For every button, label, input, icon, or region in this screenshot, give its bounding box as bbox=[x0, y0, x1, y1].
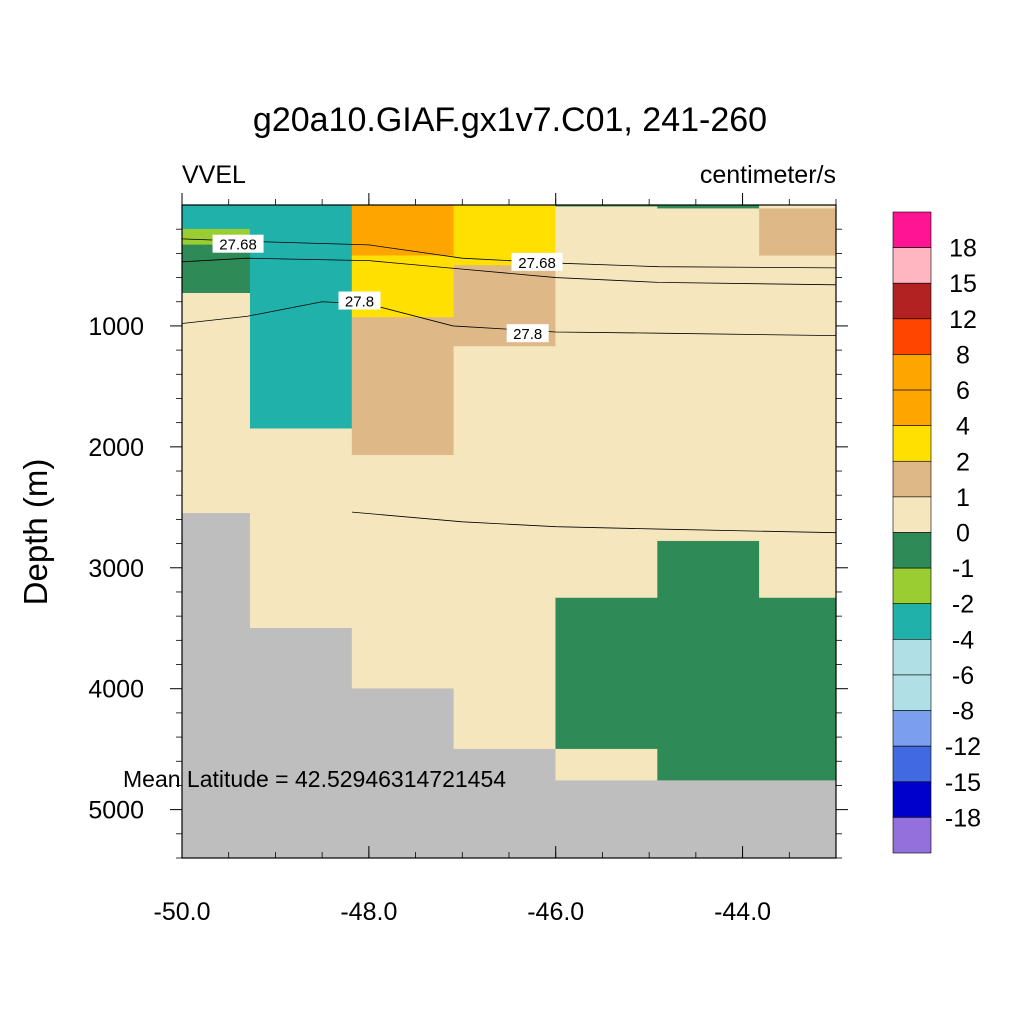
y-axis-title: Depth (m) bbox=[17, 459, 54, 606]
contour-label-text: 27.8 bbox=[513, 326, 542, 343]
y-tick-label: 2000 bbox=[88, 434, 144, 462]
colorbar-label: -15 bbox=[945, 769, 981, 797]
contour-label-box bbox=[338, 291, 381, 310]
velocity-cell bbox=[453, 346, 556, 750]
velocity-cell bbox=[181, 244, 251, 294]
colorbar-label: 1 bbox=[956, 484, 970, 512]
colorbar-swatch bbox=[892, 567, 932, 605]
colorbar-label: -2 bbox=[952, 591, 974, 619]
plot-frame bbox=[181, 204, 837, 859]
colorbar-label: 18 bbox=[949, 235, 977, 263]
colorbar-swatch bbox=[892, 674, 932, 711]
contour-label-box bbox=[212, 234, 264, 253]
velocity-cell bbox=[351, 204, 455, 257]
contour-label-text: 27.68 bbox=[219, 237, 257, 254]
colorbar-swatch bbox=[892, 460, 932, 498]
velocity-cell bbox=[181, 204, 251, 230]
velocity-cell bbox=[249, 428, 353, 629]
density-contour bbox=[181, 301, 837, 336]
colorbar-label: -4 bbox=[952, 626, 974, 654]
colorbar-swatch bbox=[892, 532, 932, 569]
y-tick-label: 3000 bbox=[88, 555, 144, 583]
units-label: centimeter/s bbox=[700, 161, 836, 189]
colorbar-label: 15 bbox=[949, 270, 977, 298]
x-tick-label: -44.0 bbox=[714, 898, 771, 926]
colorbar-swatch bbox=[892, 496, 932, 533]
velocity-cell bbox=[759, 597, 837, 781]
density-contour bbox=[181, 257, 837, 286]
contour-label-text: 27.68 bbox=[518, 255, 556, 272]
contour-label-text: 27.8 bbox=[345, 294, 374, 311]
velocity-cell bbox=[351, 455, 455, 689]
velocity-cell bbox=[555, 597, 658, 750]
colorbar-swatch bbox=[892, 211, 932, 248]
x-tick-label: -50.0 bbox=[154, 898, 211, 926]
colorbar-swatch bbox=[892, 603, 932, 640]
variable-label: VVEL bbox=[182, 161, 246, 189]
contour-label: 27.68 bbox=[511, 252, 563, 272]
tick-labels-layer: -50.0 -48.0 -46.0 -44.0 1000 2000 3000 4000 5000 bbox=[88, 313, 771, 926]
contour-label-box bbox=[511, 252, 563, 271]
land-cell bbox=[181, 513, 251, 859]
y-tick-label: 5000 bbox=[88, 797, 144, 825]
colorbar-swatch bbox=[892, 389, 932, 426]
velocity-cell bbox=[351, 317, 455, 456]
y-tick-label: 4000 bbox=[88, 676, 144, 704]
contour-layer: 27.68 27.68 27.8 27.8 bbox=[181, 234, 837, 534]
land-cell bbox=[453, 748, 556, 859]
x-tick-label: -48.0 bbox=[340, 898, 397, 926]
velocity-cell bbox=[181, 293, 251, 514]
colorbar-swatch bbox=[892, 710, 932, 747]
velocity-cell bbox=[555, 204, 658, 599]
y-tick-label: 1000 bbox=[88, 313, 144, 341]
land-cell bbox=[249, 627, 353, 859]
colorbar-swatch bbox=[892, 781, 932, 818]
velocity-cell bbox=[759, 208, 837, 257]
colorbar-swatch bbox=[892, 318, 932, 355]
colorbar-swatch bbox=[892, 247, 932, 284]
colorbar-label: 0 bbox=[956, 520, 970, 548]
velocity-cell bbox=[249, 204, 353, 429]
land-cell bbox=[657, 780, 760, 859]
colorbar-label: 2 bbox=[956, 448, 970, 476]
contour-label: 27.8 bbox=[506, 324, 549, 343]
cells-layer bbox=[181, 204, 837, 859]
chart-title: g20a10.GIAF.gx1v7.C01, 241-260 bbox=[253, 101, 767, 139]
colorbar-swatch bbox=[892, 745, 932, 783]
contour-label: 27.8 bbox=[338, 291, 381, 311]
colorbar-label: 6 bbox=[956, 377, 970, 405]
colorbar-label: 12 bbox=[949, 306, 977, 334]
colorbar-label: -18 bbox=[945, 804, 981, 832]
ticks-layer bbox=[170, 193, 848, 859]
density-contour bbox=[352, 511, 837, 534]
colorbar-layer: 18 15 12 8 6 4 2 1 0 -1 -2 -4 -6 -8 -12 -15 -18 bbox=[892, 211, 981, 854]
velocity-cell bbox=[657, 208, 760, 542]
colorbar-label: 8 bbox=[956, 341, 970, 369]
velocity-cell bbox=[657, 540, 760, 781]
mean-latitude-annotation: Mean Latitude = 42.52946314721454 bbox=[123, 766, 506, 792]
colorbar-label: -1 bbox=[952, 555, 974, 583]
colorbar-label: 4 bbox=[956, 413, 970, 441]
colorbar-swatch bbox=[892, 282, 932, 320]
contour-label: 27.68 bbox=[212, 234, 264, 254]
land-cell bbox=[759, 780, 837, 859]
land-cell bbox=[555, 780, 658, 859]
colorbar-swatch bbox=[892, 425, 932, 462]
colorbar-swatch bbox=[892, 817, 932, 854]
velocity-cell bbox=[555, 748, 658, 781]
colorbar-label: -12 bbox=[945, 733, 981, 761]
colorbar-label: -6 bbox=[952, 662, 974, 690]
x-tick-label: -46.0 bbox=[527, 898, 584, 926]
velocity-cell bbox=[759, 255, 837, 599]
colorbar-label: -8 bbox=[952, 698, 974, 726]
colorbar-swatch bbox=[892, 639, 932, 676]
colorbar-swatch bbox=[892, 354, 932, 391]
contour-label-box bbox=[506, 324, 549, 343]
land-cell bbox=[351, 688, 455, 859]
